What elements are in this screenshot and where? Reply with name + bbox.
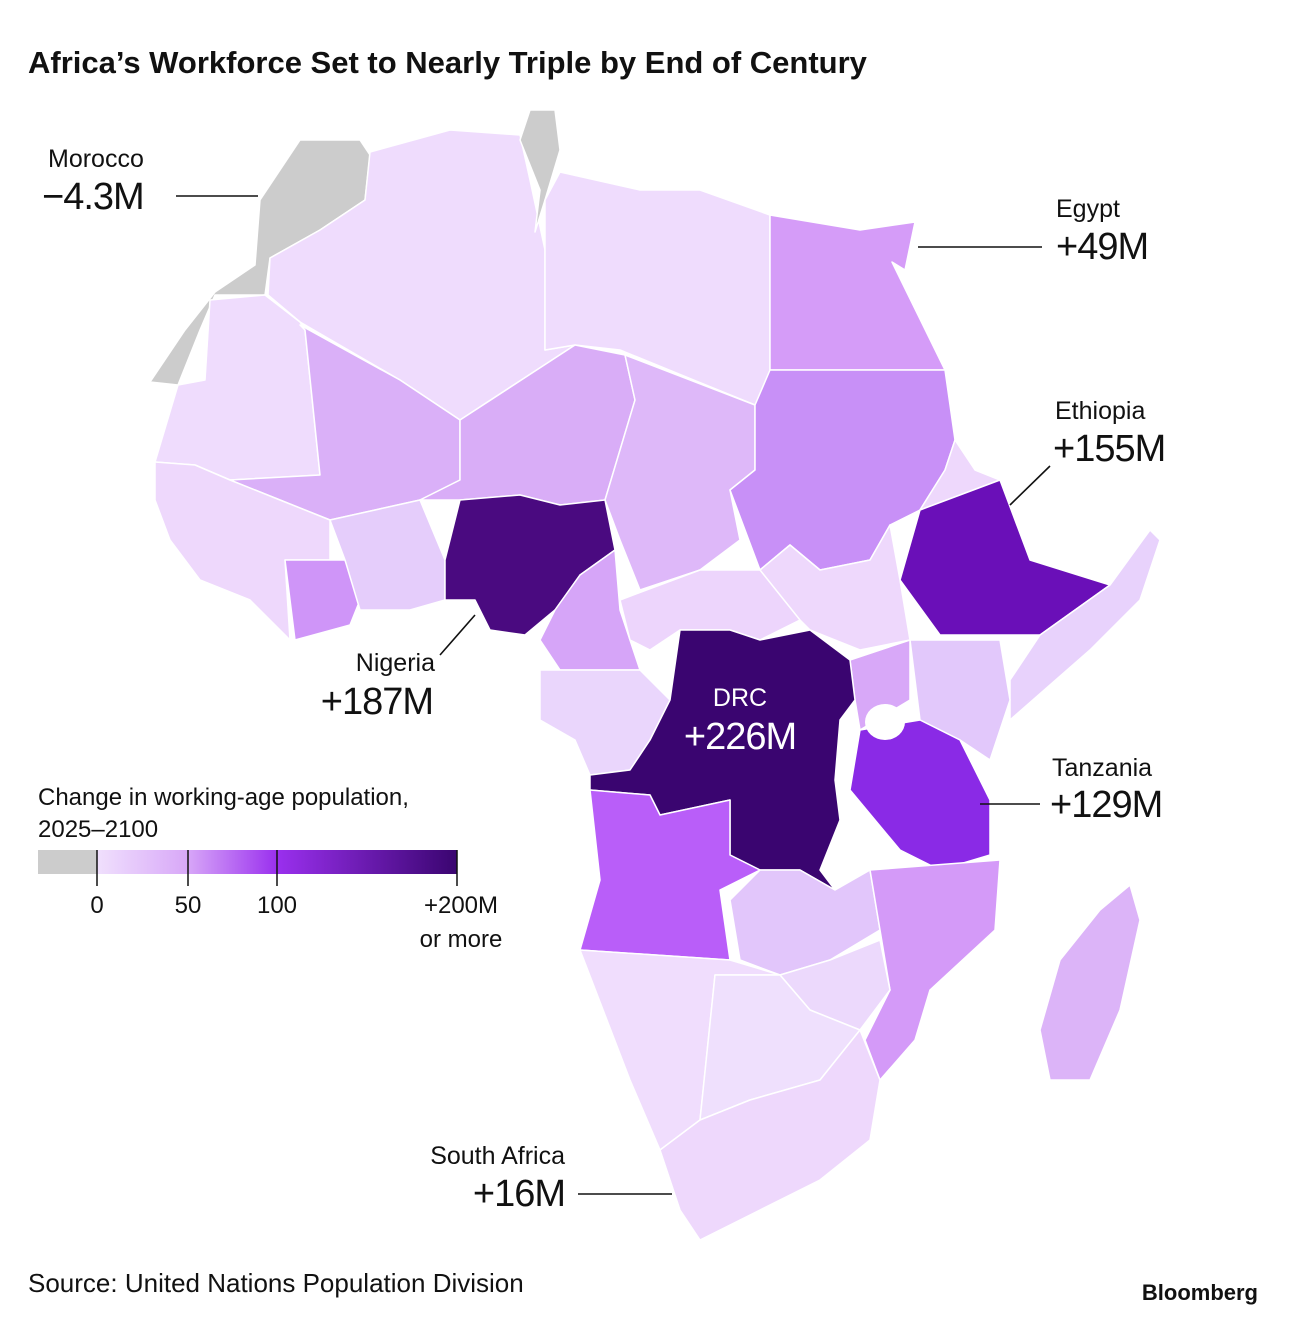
south-africa [659, 1029, 881, 1241]
value-label: +155M [1053, 428, 1165, 470]
country-label: Nigeria [356, 649, 435, 677]
value-label: +16M [473, 1173, 565, 1215]
legend-swatch [38, 850, 97, 874]
country-label: Ethiopia [1055, 397, 1145, 425]
legend-tick-label: 100 [257, 892, 297, 919]
cote-divoire [284, 559, 361, 641]
egypt [769, 214, 946, 371]
value-label: +49M [1056, 226, 1148, 268]
tanzania [849, 719, 991, 871]
country-label: Egypt [1056, 195, 1120, 223]
tunisia [519, 109, 561, 233]
leader-line [439, 614, 476, 656]
eritrea [919, 439, 1001, 511]
country-label: Tanzania [1052, 754, 1152, 782]
lake-victoria [865, 704, 905, 740]
country-label: South Africa [430, 1142, 565, 1170]
legend-tick-label: +200M [424, 892, 498, 919]
somalia [1009, 529, 1161, 721]
zambia [729, 869, 881, 976]
madagascar [1039, 884, 1141, 1081]
legend-title: 2025–2100 [38, 816, 158, 843]
legend-tick-note: or more [420, 926, 503, 953]
africa-map [149, 109, 1161, 1241]
leader-line [1009, 465, 1051, 506]
country-label: DRC [713, 684, 767, 712]
value-label: +129M [1050, 784, 1162, 826]
title: Africa’s Workforce Set to Nearly Triple … [28, 45, 868, 80]
country-label: Morocco [48, 145, 144, 173]
source: Source: United Nations Population Divisi… [28, 1268, 524, 1298]
south-sudan [759, 524, 911, 651]
value-label: +187M [321, 681, 433, 723]
ghana-burkina [329, 499, 446, 611]
value-label: −4.3M [42, 176, 144, 218]
legend: Change in working-age population, 2025–2… [38, 784, 502, 953]
annotations: Morocco −4.3M Egypt +49M Ethiopia +155M … [42, 145, 1166, 1215]
legend-tick-label: 50 [175, 892, 202, 919]
legend-ticks: 0 50 100 +200M or more [90, 850, 502, 953]
logo: Bloomberg [1142, 1280, 1258, 1305]
mauritania [154, 294, 321, 481]
value-label: +226M [684, 716, 796, 758]
mozambique [864, 859, 1001, 1081]
legend-title: Change in working-age population, [38, 784, 409, 811]
legend-tick-label: 0 [90, 892, 103, 919]
